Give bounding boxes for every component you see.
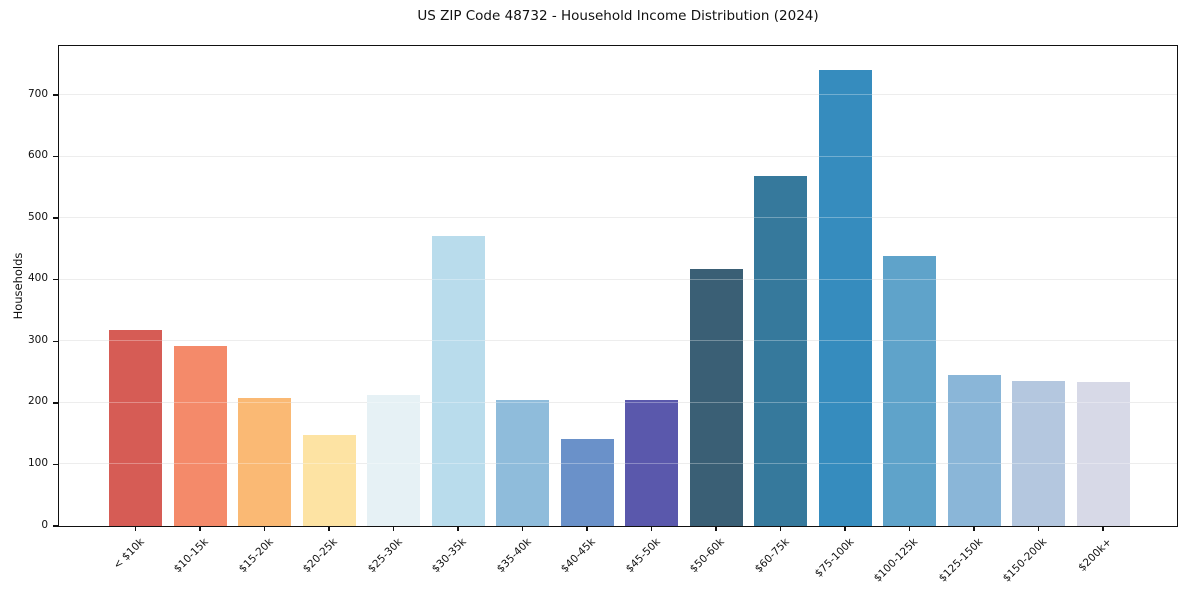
- x-tick-label-< $10k: < $10k: [110, 536, 147, 572]
- bar-$150-200k: [1012, 381, 1065, 526]
- x-tick-mark-$15-20k: [263, 526, 266, 531]
- y-tick-mark-300: [53, 340, 58, 342]
- y-tick-label-100: 100: [27, 456, 48, 469]
- x-tick-mark-$45-50k: [650, 526, 653, 531]
- y-tick-mark-0: [53, 525, 58, 527]
- x-tick-mark-$20-25k: [328, 526, 330, 531]
- x-tick-label-$125-150k: $125-150k: [936, 536, 985, 585]
- y-tick-label-600: 600: [27, 149, 48, 162]
- gridline-y-700: [59, 94, 1177, 96]
- bar-$200k+: [1076, 382, 1130, 526]
- x-tick-mark-$200k+: [1102, 526, 1104, 531]
- bar-$45-50k: [625, 400, 678, 526]
- x-tick-mark-$35-40k: [521, 526, 524, 531]
- gridline-overlay-y-600: [59, 155, 1177, 157]
- y-tick-label-0: 0: [41, 518, 48, 531]
- bar-$30-35k: [431, 236, 485, 526]
- x-tick-mark-< $10k: [134, 526, 137, 531]
- gridline-y-300: [59, 340, 1177, 342]
- bar-$15-20k: [238, 398, 291, 526]
- y-tick-mark-600: [53, 155, 58, 158]
- x-tick-mark-$125-150k: [973, 526, 975, 531]
- bar-$10-15k: [173, 346, 227, 526]
- y-tick-mark-500: [53, 217, 58, 219]
- bar-$100-125k: [883, 256, 936, 526]
- bar-< $10k: [109, 330, 162, 526]
- bar-$50-60k: [689, 269, 743, 526]
- x-tick-mark-$50-60k: [715, 526, 717, 531]
- plot-area: [53, 45, 1178, 531]
- gridline-y-600: [59, 155, 1177, 157]
- bar-$75-100k: [818, 70, 872, 526]
- x-tick-label-$30-35k: $30-35k: [429, 536, 469, 576]
- bar-$35-40k: [496, 400, 549, 526]
- gridline-y-100: [59, 463, 1177, 465]
- y-tick-mark-400: [53, 279, 58, 281]
- x-tick-label-$150-200k: $150-200k: [1000, 536, 1050, 585]
- bar-$25-30k: [367, 395, 420, 526]
- x-tick-mark-$60-75k: [779, 526, 782, 531]
- gridline-overlay-y-400: [59, 278, 1177, 280]
- x-tick-label-$15-20k: $15-20k: [236, 536, 276, 576]
- x-tick-label-$60-75k: $60-75k: [752, 536, 792, 576]
- gridline-overlay-y-500: [59, 217, 1177, 219]
- chart-title: US ZIP Code 48732 - Household Income Dis…: [417, 8, 819, 24]
- x-tick-label-$20-25k: $20-25k: [300, 536, 340, 576]
- y-tick-mark-100: [53, 463, 58, 466]
- y-tick-label-200: 200: [27, 395, 48, 408]
- gridline-overlay-y-300: [59, 340, 1177, 342]
- x-tick-mark-$100-125k: [908, 526, 911, 531]
- x-tick-mark-$150-200k: [1037, 526, 1040, 531]
- bar-$60-75k: [754, 176, 807, 526]
- y-tick-mark-700: [53, 94, 58, 96]
- x-tick-mark-$30-35k: [457, 526, 459, 531]
- x-tick-mark-$75-100k: [844, 526, 846, 531]
- bar-$125-150k: [947, 375, 1001, 526]
- gridline-overlay-y-700: [59, 94, 1177, 96]
- bar-$20-25k: [302, 435, 356, 526]
- gridline-y-200: [59, 401, 1177, 403]
- x-tick-label-$45-50k: $45-50k: [623, 536, 663, 576]
- y-axis-label: Households: [11, 252, 25, 320]
- gridline-overlay-y-100: [59, 463, 1177, 465]
- y-tick-mark-200: [53, 402, 58, 404]
- x-tick-label-$10-15k: $10-15k: [171, 536, 211, 576]
- x-tick-mark-$25-30k: [392, 526, 395, 531]
- x-tick-label-$25-30k: $25-30k: [365, 536, 405, 576]
- gridline-y-400: [59, 278, 1177, 280]
- x-tick-label-$100-125k: $100-125k: [871, 536, 921, 585]
- x-tick-label-$75-100k: $75-100k: [812, 536, 856, 580]
- x-tick-label-$200k+: $200k+: [1076, 536, 1114, 574]
- bar-$40-45k: [560, 439, 614, 526]
- x-tick-label-$35-40k: $35-40k: [494, 536, 534, 576]
- x-tick-label-$50-60k: $50-60k: [687, 536, 727, 576]
- x-tick-mark-$10-15k: [199, 526, 201, 531]
- x-tick-mark-$40-45k: [586, 526, 588, 531]
- y-tick-label-500: 500: [27, 210, 48, 223]
- gridline-y-500: [59, 217, 1177, 219]
- gridline-overlay-y-200: [59, 401, 1177, 403]
- x-tick-label-$40-45k: $40-45k: [558, 536, 598, 576]
- y-tick-label-400: 400: [27, 272, 48, 285]
- y-tick-label-300: 300: [27, 333, 48, 346]
- y-tick-label-700: 700: [27, 87, 48, 100]
